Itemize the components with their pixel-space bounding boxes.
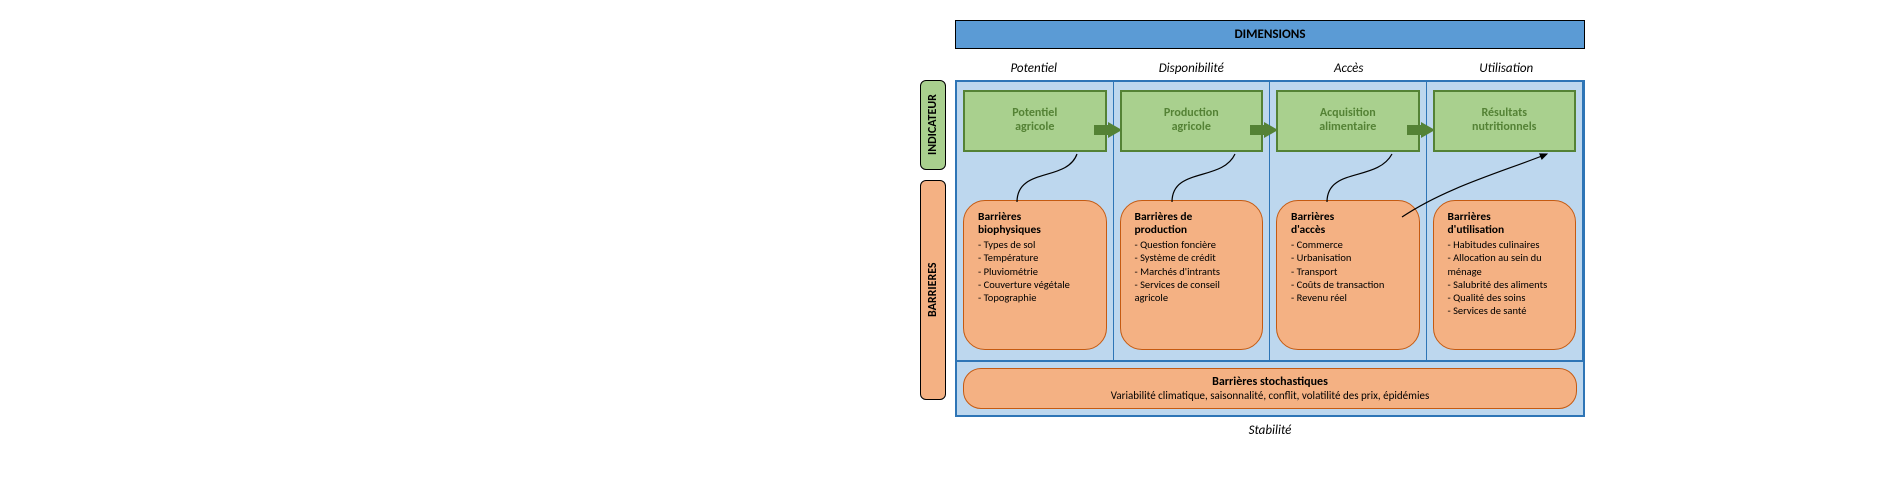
indicator-line: Potentiel: [969, 107, 1101, 121]
column-disponibilite: Production agricole Barrières de product…: [1114, 82, 1271, 360]
barrier-item: Commerce: [1291, 238, 1405, 251]
barrier-stochastiques: Barrières stochastiques Variabilité clim…: [963, 368, 1577, 409]
food-security-framework-diagram: DIMENSIONS Potentiel Disponibilité Accès…: [900, 20, 1580, 438]
barrier-item: Coûts de transaction: [1291, 278, 1405, 291]
col-header-utilisation: Utilisation: [1428, 57, 1586, 80]
indicator-line: agricole: [969, 121, 1101, 135]
indicator-production-agricole: Production agricole: [1120, 90, 1264, 152]
flow-arrow-icon: [1094, 122, 1124, 138]
indicator-line: Production: [1126, 107, 1258, 121]
barrier-item: Urbanisation: [1291, 251, 1405, 264]
barrier-item: Température: [978, 251, 1092, 264]
barrier-item: Pluviométrie: [978, 265, 1092, 278]
stability-footer-label: Stabilité: [955, 423, 1585, 438]
stochastic-title: Barrières stochastiques: [972, 375, 1568, 389]
col-header-acces: Accès: [1270, 57, 1428, 80]
column-utilisation: Résultats nutritionnels Barrières d'util…: [1427, 82, 1584, 360]
main-grid: Potentiel agricole Barrières biophysique…: [955, 80, 1585, 362]
barrier-item: Allocation au sein du ménage: [1448, 251, 1562, 277]
column-acces: Acquisition alimentaire Barrières d'accè…: [1270, 82, 1427, 360]
barrier-title: Barrières d'accès: [1291, 211, 1405, 236]
col-header-potentiel: Potentiel: [955, 57, 1113, 80]
side-label-indicateur: INDICATEUR: [920, 80, 946, 170]
barrier-item: Habitudes culinaires: [1448, 238, 1562, 251]
stochastic-row: Barrières stochastiques Variabilité clim…: [955, 362, 1585, 417]
barrier-item: Services de santé: [1448, 304, 1562, 317]
barrier-item: Système de crédit: [1135, 251, 1249, 264]
indicator-potentiel-agricole: Potentiel agricole: [963, 90, 1107, 152]
barrier-item: Qualité des soins: [1448, 291, 1562, 304]
side-label-barrieres: BARRIERES: [920, 180, 946, 400]
barrier-title: Barrières biophysiques: [978, 211, 1092, 236]
barrier-item: Services de conseil agricole: [1135, 278, 1249, 304]
barrier-item: Revenu réel: [1291, 291, 1405, 304]
flow-arrow-icon: [1250, 122, 1280, 138]
barrier-item: Marchés d'intrants: [1135, 265, 1249, 278]
dimensions-header-bar: DIMENSIONS: [955, 20, 1585, 49]
barrier-biophysiques: Barrières biophysiques Types de sol Temp…: [963, 200, 1107, 350]
barrier-item: Couverture végétale: [978, 278, 1092, 291]
barrier-item: Topographie: [978, 291, 1092, 304]
column-headers-row: Potentiel Disponibilité Accès Utilisatio…: [955, 57, 1585, 80]
indicator-line: Résultats: [1439, 107, 1571, 121]
barrier-acces: Barrières d'accès Commerce Urbanisation …: [1276, 200, 1420, 350]
indicator-line: Acquisition: [1282, 107, 1414, 121]
indicator-acquisition-alimentaire: Acquisition alimentaire: [1276, 90, 1420, 152]
barrier-item: Types de sol: [978, 238, 1092, 251]
barrier-title: Barrières d'utilisation: [1448, 211, 1562, 236]
indicator-resultats-nutritionnels: Résultats nutritionnels: [1433, 90, 1577, 152]
barrier-production: Barrières de production Question foncièr…: [1120, 200, 1264, 350]
indicator-line: agricole: [1126, 121, 1258, 135]
barrier-item: Salubrité des aliments: [1448, 278, 1562, 291]
flow-arrow-icon: [1407, 122, 1437, 138]
barrier-item: Transport: [1291, 265, 1405, 278]
barrier-utilisation: Barrières d'utilisation Habitudes culina…: [1433, 200, 1577, 350]
col-header-disponibilite: Disponibilité: [1113, 57, 1271, 80]
indicator-line: alimentaire: [1282, 121, 1414, 135]
barrier-title: Barrières de production: [1135, 211, 1249, 236]
column-potentiel: Potentiel agricole Barrières biophysique…: [957, 82, 1114, 360]
barrier-item: Question foncière: [1135, 238, 1249, 251]
indicator-line: nutritionnels: [1439, 121, 1571, 135]
stochastic-text: Variabilité climatique, saisonnalité, co…: [972, 389, 1568, 402]
